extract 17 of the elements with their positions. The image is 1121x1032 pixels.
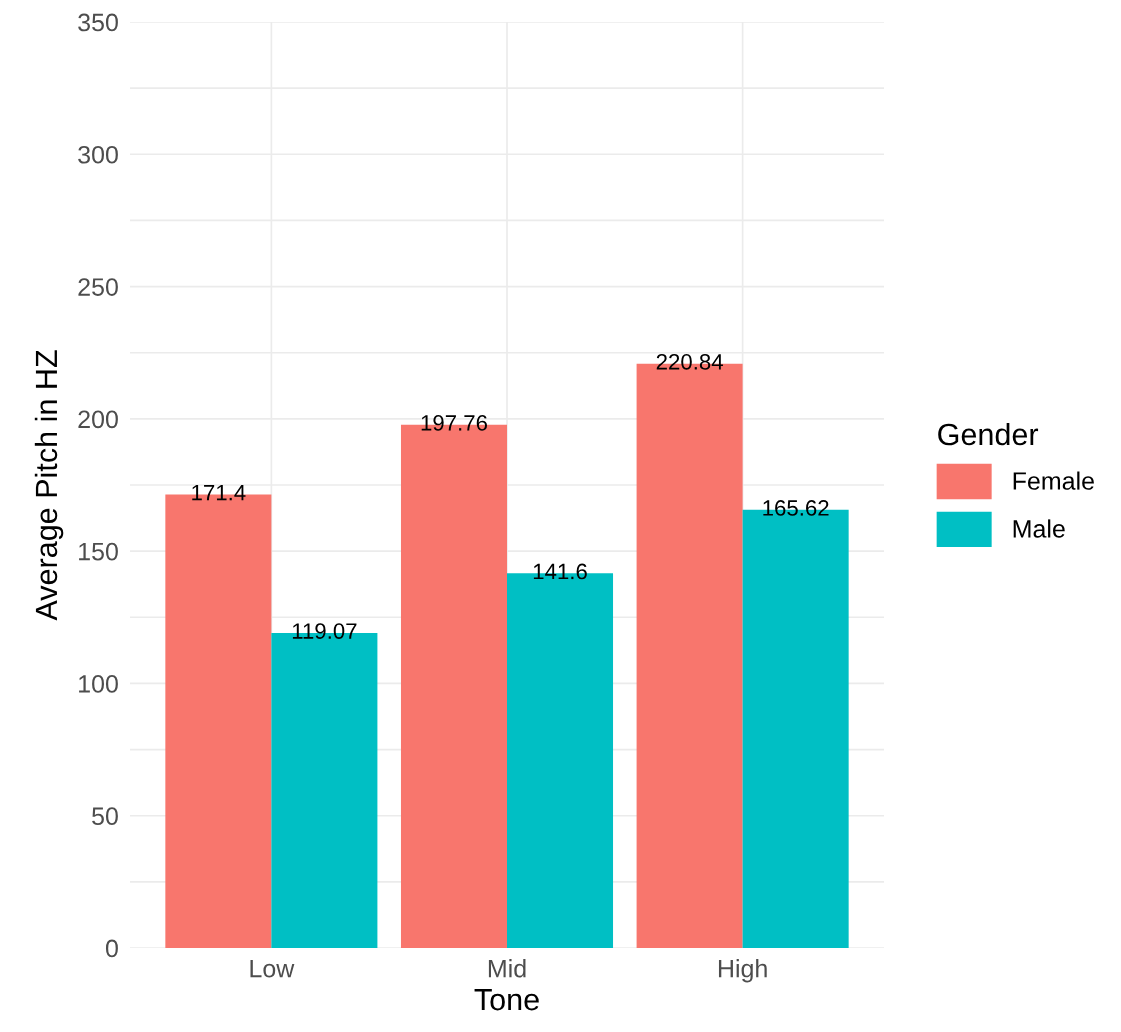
y-tick-label: 350	[78, 13, 118, 32]
x-tick-label: Mid	[488, 959, 526, 978]
data-label: 197.76	[421, 415, 487, 431]
y-axis-title: Average Pitch in HZ	[34, 350, 64, 621]
x-tick-label: High	[718, 959, 767, 983]
y-tick-label: 0	[105, 939, 118, 958]
legend-title: Gender	[938, 422, 1039, 446]
y-tick-label: 300	[78, 145, 118, 164]
y-tick-label: 150	[79, 542, 118, 561]
y-tick-label: 50	[92, 807, 118, 826]
legend-label: Female	[1013, 471, 1094, 490]
y-tick-label: 250	[78, 278, 118, 296]
x-tick-label: Low	[250, 960, 295, 978]
y-tick-label: 200	[78, 410, 118, 429]
x-axis-title: Tone	[474, 989, 539, 1011]
y-tick-label: 100	[79, 675, 118, 693]
legend-label: Male	[1013, 519, 1065, 538]
